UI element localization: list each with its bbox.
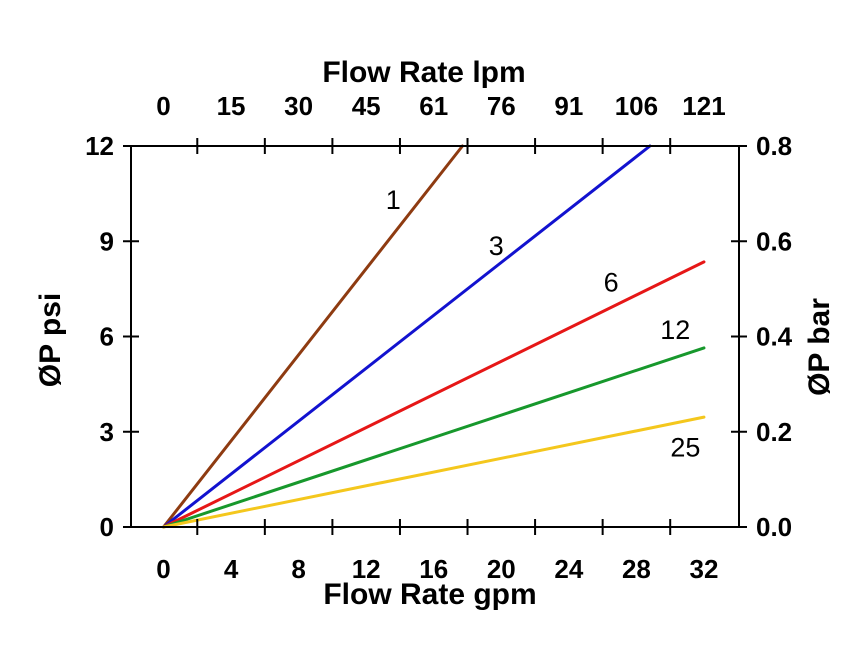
top-axis-title: Flow Rate lpm	[322, 56, 525, 89]
right-tick-label: 0.2	[756, 417, 792, 447]
top-tick-label: 121	[682, 91, 725, 121]
bottom-tick-label: 12	[352, 554, 381, 584]
bottom-tick-label: 8	[291, 554, 305, 584]
right-tick-label: 0.6	[756, 226, 792, 256]
top-tick-label: 91	[554, 91, 583, 121]
curve-labels-layer: 1 3 6 12 25	[386, 185, 701, 463]
bottom-tick-label: 24	[554, 554, 583, 584]
bottom-tick-label: 20	[487, 554, 516, 584]
series-label-12: 12	[660, 315, 690, 345]
left-tick-label: 3	[100, 417, 114, 447]
top-tick-label: 106	[615, 91, 658, 121]
bottom-tick-label: 16	[419, 554, 448, 584]
bottom-tick-label: 32	[690, 554, 719, 584]
right-tick-label: 0.8	[756, 131, 792, 161]
left-axis-title: ØP psi	[34, 293, 67, 387]
top-tick-label: 30	[284, 91, 313, 121]
bottom-axis-title: Flow Rate gpm	[323, 578, 536, 611]
bottom-tick-label: 0	[156, 554, 170, 584]
bottom-tick-label: 4	[224, 554, 239, 584]
series-label-6: 6	[604, 268, 619, 298]
right-tick-label: 0.0	[756, 512, 792, 542]
series-line-25	[162, 415, 706, 529]
tick-marks-layer	[123, 138, 747, 535]
series-line-3	[162, 144, 652, 529]
series-line-6	[162, 260, 706, 529]
left-tick-label: 9	[100, 226, 114, 256]
left-tick-label: 0	[100, 512, 114, 542]
right-axis-title: ØP bar	[803, 298, 836, 396]
series-label-1: 1	[386, 185, 401, 215]
top-tick-label: 61	[419, 91, 448, 121]
top-tick-label: 0	[156, 91, 170, 121]
right-tick-label: 0.4	[756, 322, 793, 352]
top-tick-label: 76	[487, 91, 516, 121]
series-lines-layer	[162, 144, 706, 529]
top-tick-label: 15	[217, 91, 246, 121]
plot-frame	[130, 145, 740, 528]
series-label-3: 3	[489, 231, 504, 261]
top-tick-label: 45	[352, 91, 381, 121]
left-tick-label: 12	[85, 131, 114, 161]
series-label-25: 25	[670, 433, 700, 463]
series-line-1	[162, 144, 464, 529]
left-tick-label: 6	[100, 322, 114, 352]
series-line-12	[162, 346, 706, 529]
bottom-tick-label: 28	[622, 554, 651, 584]
